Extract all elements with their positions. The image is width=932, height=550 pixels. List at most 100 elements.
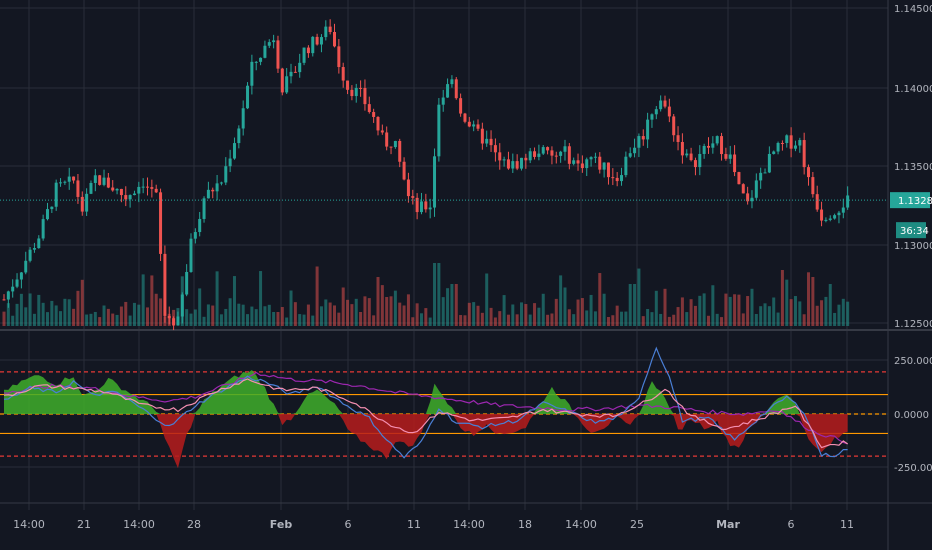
volume-bar: [289, 290, 293, 326]
candle-body: [206, 189, 210, 199]
candle-body: [759, 172, 763, 181]
volume-bar: [111, 313, 115, 326]
volume-bar: [641, 316, 645, 326]
volume-bar: [702, 293, 706, 326]
volume-bar: [202, 316, 206, 326]
volume-bar: [824, 296, 828, 326]
osc-line-blue: [3, 346, 848, 459]
candle-body: [250, 61, 254, 86]
candle-body: [219, 182, 223, 184]
volume-bar: [828, 284, 832, 326]
volume-bar: [89, 313, 93, 326]
volume-bar: [276, 312, 280, 326]
volume-bar: [385, 296, 389, 326]
volume-bar: [419, 313, 423, 326]
candle-body: [589, 157, 593, 160]
volume-bar: [798, 301, 802, 326]
candle-body: [85, 193, 89, 212]
candle-body: [302, 47, 306, 63]
candle-body: [698, 153, 702, 168]
candle-body: [254, 61, 258, 63]
candle-body: [463, 113, 467, 122]
candle-body: [802, 140, 806, 168]
volume-bar: [659, 313, 663, 326]
candle-body: [224, 166, 228, 183]
candle-body: [711, 143, 715, 148]
candle-body: [633, 147, 637, 154]
candle-body: [263, 45, 267, 58]
volume-bar: [19, 293, 23, 326]
volume-bar: [128, 315, 132, 326]
volume-bar: [693, 305, 697, 326]
volume-bar: [393, 290, 397, 326]
candle-body: [102, 177, 106, 185]
candle-body: [537, 153, 541, 157]
candle-body: [615, 177, 619, 182]
volume-bar: [93, 311, 97, 326]
candle-body: [237, 128, 241, 144]
volume-bar: [80, 279, 84, 326]
volume-bar: [793, 296, 797, 326]
time-axis-label: 14:00: [565, 518, 597, 531]
current-price-tag: [890, 192, 930, 209]
volume-bar: [802, 314, 806, 326]
volume-bar: [811, 277, 815, 326]
volume-bar: [506, 314, 510, 326]
candle-body: [663, 100, 667, 107]
candle-body: [406, 179, 410, 197]
candle-body: [189, 238, 193, 272]
volume-bar: [433, 263, 437, 326]
candle-body: [389, 146, 393, 148]
volume-bar: [519, 302, 523, 326]
candle-body: [798, 140, 802, 146]
candle-body: [289, 71, 293, 77]
volume-bar: [528, 314, 532, 326]
candle-body: [376, 116, 380, 131]
volume-bar: [733, 294, 737, 326]
candle-body: [54, 182, 58, 207]
volume-bar: [272, 312, 276, 326]
candle-body: [28, 249, 32, 261]
oscillator-layer: [0, 346, 888, 469]
volume-bar: [759, 306, 763, 326]
candle-body: [676, 135, 680, 142]
time-axis-label: Feb: [270, 518, 293, 531]
candle-body: [441, 97, 445, 105]
volume-bar: [85, 314, 89, 326]
volume-bar: [576, 299, 580, 326]
volume-bar: [280, 307, 284, 326]
candle-body: [72, 176, 76, 181]
candle-body: [89, 182, 93, 194]
candle-body: [602, 162, 606, 170]
candle-body: [141, 186, 145, 188]
volume-bar: [580, 298, 584, 326]
volume-bar: [654, 290, 658, 326]
volume-bar: [463, 315, 467, 326]
candle-body: [480, 128, 484, 144]
time-axis-label: 14:00: [123, 518, 155, 531]
candle-body: [32, 248, 36, 250]
candle-body: [672, 116, 676, 136]
volume-bar: [63, 298, 67, 326]
candle-body: [641, 136, 645, 140]
candle-body: [272, 40, 276, 43]
volume-bar: [106, 308, 110, 326]
candle-body: [372, 112, 376, 117]
candle-body: [402, 161, 406, 180]
time-axis-label: 18: [518, 518, 532, 531]
candle-body: [298, 62, 302, 73]
time-axis-label: 14:00: [453, 518, 485, 531]
volume-bar: [454, 284, 458, 326]
candle-body: [128, 195, 132, 200]
volume-bar: [402, 305, 406, 326]
candle-body: [333, 31, 337, 47]
candle-body: [19, 272, 23, 280]
volume-bar: [6, 303, 10, 326]
volume-bar: [341, 287, 345, 326]
volume-bar: [311, 315, 315, 326]
candle-body: [50, 206, 54, 210]
volume-bar: [620, 311, 624, 326]
volume-bar: [398, 302, 402, 326]
candle-body: [837, 212, 841, 216]
